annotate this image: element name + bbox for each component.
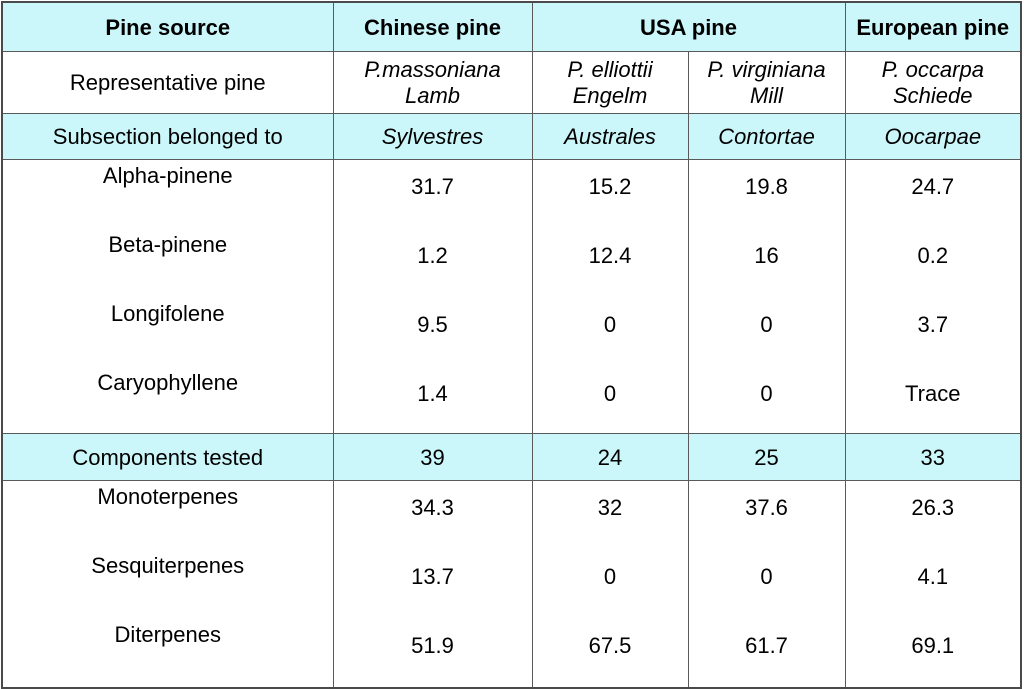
table-row: Sesquiterpenes 13.7 0 0 4.1 xyxy=(1,547,1022,616)
row-label: Alpha-pinene xyxy=(1,159,334,226)
table-cell: 37.6 xyxy=(687,480,846,547)
header-chinese-pine: Chinese pine xyxy=(332,1,533,52)
subsection-value: Contortae xyxy=(687,113,846,160)
species-cell: P. elliottii Engelm xyxy=(531,51,689,114)
subsection-value: Oocarpae xyxy=(844,113,1022,160)
table-cell: 9.5 xyxy=(332,295,533,364)
species-cell: P. virginiana Mill xyxy=(687,51,846,114)
table-cell: 0 xyxy=(531,364,689,434)
table-cell: 34.3 xyxy=(332,480,533,547)
subsection-value: Australes xyxy=(531,113,689,160)
table-cell: 1.4 xyxy=(332,364,533,434)
row-label: Sesquiterpenes xyxy=(1,547,334,616)
species-cell: P.massoniana Lamb xyxy=(332,51,533,114)
species-cell: P. occarpa Schiede xyxy=(844,51,1022,114)
components-tested-value: 24 xyxy=(531,433,689,481)
table-row: Beta-pinene 1.2 12.4 16 0.2 xyxy=(1,226,1022,295)
subsection-label: Subsection belonged to xyxy=(1,113,334,160)
row-label: Caryophyllene xyxy=(1,364,334,434)
row-label: Longifolene xyxy=(1,295,334,364)
header-european-pine: European pine xyxy=(844,1,1022,52)
table-cell: 67.5 xyxy=(531,616,689,688)
species-genus: P. virginiana xyxy=(707,56,826,82)
table-cell: 1.2 xyxy=(332,226,533,295)
row-label: Diterpenes xyxy=(1,616,334,688)
header-row: Pine source Chinese pine USA pine Europe… xyxy=(1,1,1022,52)
species-genus: P.massoniana xyxy=(364,56,501,82)
table-cell: 31.7 xyxy=(332,159,533,226)
table-row: Caryophyllene 1.4 0 0 Trace xyxy=(1,364,1022,434)
components-tested-value: 25 xyxy=(687,433,846,481)
header-pine-source: Pine source xyxy=(1,1,334,52)
subsection-value: Sylvestres xyxy=(332,113,533,160)
table-row: Diterpenes 51.9 67.5 61.7 69.1 xyxy=(1,616,1022,688)
table-cell: 24.7 xyxy=(844,159,1022,226)
table-cell: 19.8 xyxy=(687,159,846,226)
table-cell: 0 xyxy=(687,547,846,616)
species-genus: P. occarpa xyxy=(881,56,984,82)
representative-label: Representative pine xyxy=(1,51,334,114)
species-genus: P. elliottii xyxy=(567,56,653,82)
row-label: Beta-pinene xyxy=(1,226,334,295)
species-author: Lamb xyxy=(404,82,461,108)
species-author: Schiede xyxy=(893,82,973,108)
species-author: Mill xyxy=(750,82,783,108)
row-label: Monoterpenes xyxy=(1,480,334,547)
components-tested-row: Components tested 39 24 25 33 xyxy=(1,433,1022,481)
table-cell: 0 xyxy=(687,295,846,364)
table-cell: 26.3 xyxy=(844,480,1022,547)
table-cell: 0 xyxy=(687,364,846,434)
table-cell: 0 xyxy=(531,295,689,364)
components-tested-value: 33 xyxy=(844,433,1022,481)
table-row: Monoterpenes 34.3 32 37.6 26.3 xyxy=(1,480,1022,547)
table-cell: 4.1 xyxy=(844,547,1022,616)
table-cell: 51.9 xyxy=(332,616,533,688)
species-author: Engelm xyxy=(572,82,648,108)
table-cell: 32 xyxy=(531,480,689,547)
components-tested-value: 39 xyxy=(332,433,533,481)
representative-row: Representative pine P.massoniana Lamb P. … xyxy=(1,51,1022,114)
table-cell: 16 xyxy=(687,226,846,295)
table-row: Alpha-pinene 31.7 15.2 19.8 24.7 xyxy=(1,159,1022,226)
table-cell: 0 xyxy=(531,547,689,616)
table-cell: 13.7 xyxy=(332,547,533,616)
subsection-row: Subsection belonged to Sylvestres Austra… xyxy=(1,113,1022,160)
header-usa-pine: USA pine xyxy=(531,1,846,52)
table-cell: 0.2 xyxy=(844,226,1022,295)
table-cell: 15.2 xyxy=(531,159,689,226)
table-cell: 61.7 xyxy=(687,616,846,688)
table-cell: Trace xyxy=(844,364,1022,434)
table-cell: 3.7 xyxy=(844,295,1022,364)
table-row: Longifolene 9.5 0 0 3.7 xyxy=(1,295,1022,364)
components-tested-label: Components tested xyxy=(1,433,334,481)
table-cell: 12.4 xyxy=(531,226,689,295)
table-cell: 69.1 xyxy=(844,616,1022,688)
